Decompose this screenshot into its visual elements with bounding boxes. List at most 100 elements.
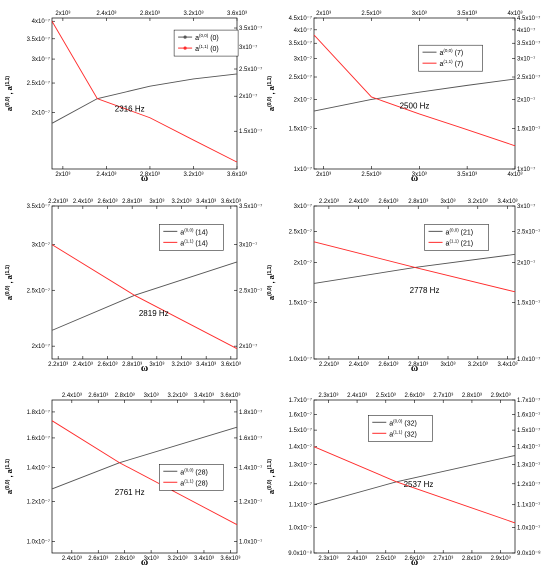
x-tick-label: 3.2x10³: [183, 172, 203, 178]
y-axis-label: a(0,0) , a(1,1): [5, 76, 14, 112]
x-top-tick-label: 2x10³: [316, 11, 331, 17]
x-top-tick-label: 3.6x10³: [220, 393, 240, 399]
legend-entry: a(1,1) (14): [180, 238, 208, 247]
y-right-tick-label: 3.5x10⁻⁷: [517, 40, 540, 47]
y-tick-label: 1.5x10⁻⁷: [289, 427, 312, 434]
x-top-tick-label: 2.4x10³: [73, 199, 93, 205]
y-tick-label: 2x10⁻⁷: [294, 259, 312, 266]
chart-panel-top-right: 2x10³ 2.5x10³ 3x10³ 3.5x10³ 4x10³ 2x10³ 2.5x10…: [267, 11, 540, 184]
y-tick-label: 3.5x10⁻⁷: [289, 40, 312, 47]
y-tick-label: 2x10⁻⁷: [32, 343, 50, 350]
y-right-tick-label: 1.2x10⁻⁷: [517, 481, 540, 488]
y-axis-label: a(0,0) , a(1,1): [267, 459, 276, 495]
legend-box: [418, 44, 483, 72]
y-tick-label: 1.7x10⁻⁷: [289, 397, 312, 404]
x-tick-label: 2x10³: [55, 172, 70, 178]
x-tick-label: 3.2x10³: [171, 362, 191, 368]
y-right-tick-label: 1.0x10⁻⁷: [239, 539, 262, 546]
x-top-tick-label: 2.4x10³: [347, 393, 367, 399]
x-top-tick-label: 2.8x10³: [115, 393, 135, 399]
y-right-tick-label: 2.5x10⁻⁷: [239, 287, 262, 294]
y-right-tick-label: 1.4x10⁻⁷: [239, 464, 262, 471]
x-top-tick-label: 2.4x10³: [96, 11, 116, 17]
chart-panel-bottom-right: 2.3x10³ 2.4x10³ 2.5x10³ 2.6x10³ 2.7x10³ 2.8x1…: [267, 393, 541, 568]
x-tick-label: 2.7x10³: [433, 556, 453, 562]
x-tick-label: 2.4x10³: [347, 556, 367, 562]
x-tick-label: 3x10³: [412, 172, 427, 178]
x-top-tick-label: 3.2x10³: [171, 199, 191, 205]
x-tick-label: 2.6x10³: [88, 556, 108, 562]
x-tick-label: 2.8x10³: [462, 556, 482, 562]
y-right-tick-label: 1.6x10⁻⁷: [517, 412, 540, 419]
x-tick-label: 2.3x10³: [318, 556, 338, 562]
y-right-tick-label: 2.5x10⁻⁷: [239, 66, 262, 73]
y-tick-label: 1.5x10⁻⁷: [289, 300, 312, 307]
y-right-tick-label: 2x10⁻⁷: [239, 343, 257, 350]
legend-box: [424, 224, 489, 251]
y-right-tick-label: 1.2x10⁻⁷: [239, 498, 262, 505]
chart-panel-bottom-left: 2.4x10³ 2.6x10³ 2.8x10³ 3x10³ 3.2x10³ 3.4x10³…: [5, 393, 262, 568]
y-right-tick-label: 4x10⁻⁷: [517, 27, 535, 34]
y-right-tick-label: 3x10⁻⁷: [517, 56, 535, 63]
legend-entry: a(1,1) (0): [195, 44, 219, 53]
x-tick-label: 4x10³: [507, 172, 522, 178]
y-right-tick-label: 1.8x10⁻⁷: [239, 409, 262, 416]
x-top-tick-label: 2.6x10³: [378, 199, 398, 205]
crossing-annotation: 2761 Hz: [115, 488, 145, 497]
y-tick-label: 1.6x10⁻⁷: [27, 435, 50, 442]
y-tick-label: 9.0x10⁻⁸: [288, 550, 312, 557]
x-top-tick-label: 2.3x10³: [318, 393, 338, 399]
y-right-tick-label: 1.5x10⁻⁷: [517, 125, 540, 132]
x-top-tick-label: 3.4x10³: [196, 199, 216, 205]
x-axis-label: ω: [141, 173, 148, 184]
crossing-annotation: 2500 Hz: [400, 102, 430, 111]
series-line-a11: [51, 244, 238, 350]
x-top-tick-label: 2.4x10³: [349, 199, 369, 205]
y-right-tick-label: 1.6x10⁻⁷: [239, 435, 262, 442]
y-tick-label: 2x10⁻⁷: [32, 109, 50, 116]
x-tick-label: 3.6x10³: [227, 172, 247, 178]
x-tick-label: 2.5x10³: [376, 556, 396, 562]
x-top-tick-label: 2.8x10³: [140, 11, 160, 17]
y-right-tick-label: 4.5x10⁻⁷: [517, 15, 540, 22]
y-right-tick-label: 1.0x10⁻⁷: [517, 356, 540, 363]
x-top-tick-label: 3.2x10³: [168, 393, 188, 399]
x-tick-label: 2.8x10³: [408, 362, 428, 368]
x-axis-label: ω: [411, 363, 418, 374]
y-right-tick-label: 2.5x10⁻⁷: [517, 74, 540, 81]
y-right-tick-label: 2x10⁻⁷: [517, 259, 535, 266]
x-top-tick-label: 2x10³: [55, 11, 70, 17]
x-top-tick-label: 2.8x10³: [408, 199, 428, 205]
y-right-tick-label: 1.1x10⁻⁷: [517, 502, 540, 509]
y-tick-label: 2x10⁻⁷: [294, 96, 312, 103]
y-tick-label: 3.5x10⁻⁷: [27, 203, 50, 210]
y-axis-label: a(0,0) , a(1,1): [5, 265, 14, 301]
y-right-tick-label: 3x10⁻⁷: [239, 44, 257, 51]
series-line-a11: [51, 21, 238, 163]
y-axis-label: a(0,0) , a(1,1): [267, 76, 276, 112]
legend: a(0,0) (21) a(1,1) (21): [424, 224, 489, 251]
y-tick-label: 1.0x10⁻⁷: [289, 525, 312, 532]
legend: a(0,0) (7) a(1,1) (7): [418, 44, 483, 72]
crossing-annotation: 2778 Hz: [410, 286, 440, 295]
plot-frame: [313, 17, 516, 170]
x-tick-label: 2.2x10³: [48, 362, 68, 368]
y-right-tick-label: 3x10⁻⁷: [517, 203, 535, 210]
x-top-tick-label: 3.5x10³: [457, 11, 477, 17]
x-top-tick-label: 3.4x10³: [194, 393, 214, 399]
x-tick-label: 3.4x10³: [498, 362, 518, 368]
crossing-annotation: 2537 Hz: [404, 480, 434, 489]
y-right-tick-label: 1.0x10⁻⁷: [517, 525, 540, 532]
y-tick-label: 4.5x10⁻⁷: [289, 15, 312, 22]
x-top-tick-label: 3.2x10³: [468, 199, 488, 205]
x-top-tick-label: 2.6x10³: [404, 393, 424, 399]
y-tick-label: 2.5x10⁻⁷: [289, 74, 312, 81]
x-axis-label: ω: [141, 557, 148, 568]
y-tick-label: 1x10⁻⁷: [294, 166, 312, 173]
y-tick-label: 2.5x10⁻⁷: [27, 287, 50, 294]
x-top-tick-label: 3.2x10³: [183, 11, 203, 17]
y-right-tick-label: 3x10⁻⁷: [239, 242, 257, 249]
y-tick-label: 1.0x10⁻⁷: [27, 539, 50, 546]
x-tick-label: 2.4x10³: [73, 362, 93, 368]
legend-box: [368, 415, 433, 442]
